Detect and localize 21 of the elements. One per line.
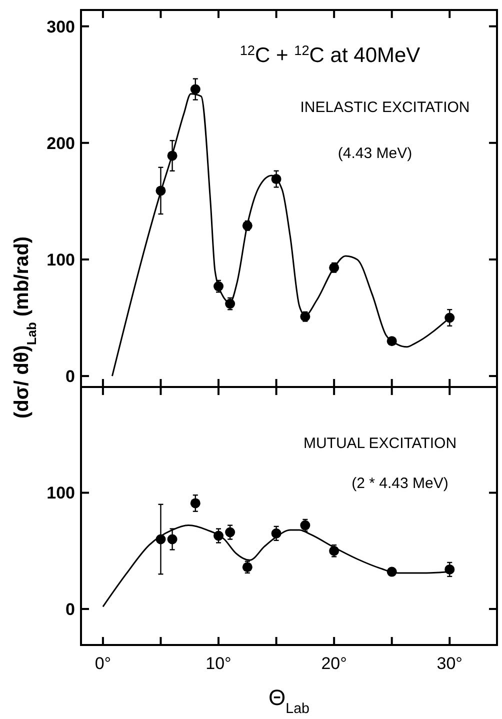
annotation: (2 * 4.43 MeV) [352, 475, 448, 492]
y-tick-label: 0 [66, 366, 75, 386]
x-tick-label: 0° [94, 654, 112, 673]
annotation: MUTUAL EXCITATION [303, 435, 457, 452]
annotation: INELASTIC EXCITATION [300, 99, 470, 116]
x-tick-label: 20° [321, 654, 347, 673]
point [225, 527, 236, 538]
annotation: (4.43 MeV) [338, 145, 412, 162]
y-tick-label: 100 [46, 250, 75, 270]
y-tick-label: 300 [46, 17, 75, 36]
point [190, 84, 200, 94]
annotation: $^{12}$C + $^{12}$C at 40MeV [240, 42, 420, 67]
y-tick-label: 200 [46, 134, 75, 153]
y-tick-label: 100 [46, 484, 75, 503]
x-tick-label: 30° [436, 654, 462, 673]
x-axis-title: Θ$_{Lab}$ [268, 685, 310, 717]
x-tick-label: 10° [206, 654, 232, 673]
point [167, 534, 178, 544]
point [444, 564, 455, 574]
point [190, 498, 200, 508]
y-tick-label: 0 [66, 600, 75, 619]
